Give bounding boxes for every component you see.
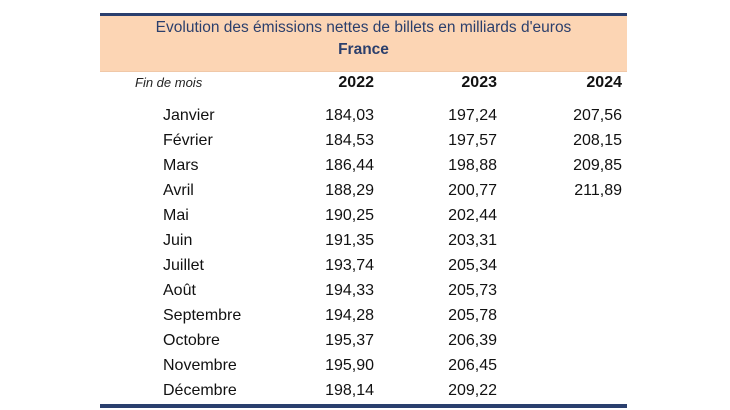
value-cell-2022: 194,28 xyxy=(325,307,374,324)
value-cell-2023: 203,31 xyxy=(448,232,497,249)
value-cell-2024: 209,85 xyxy=(573,157,622,174)
table-row: Juin 191,35 203,31 xyxy=(100,232,627,257)
value-cell-2022: 191,35 xyxy=(325,232,374,249)
value-cell-2023: 202,44 xyxy=(448,207,497,224)
month-cell: Juin xyxy=(163,232,193,249)
column-header-2024: 2024 xyxy=(586,74,622,91)
table-row: Février 184,53 197,57 208,15 xyxy=(100,132,627,157)
month-cell: Janvier xyxy=(163,107,215,124)
banknote-issuance-table: Evolution des émissions nettes de billet… xyxy=(100,13,627,409)
value-cell-2024: 207,56 xyxy=(573,107,622,124)
column-header-2023: 2023 xyxy=(461,74,497,91)
month-cell: Mai xyxy=(163,207,189,224)
value-cell-2022: 184,03 xyxy=(325,107,374,124)
value-cell-2023: 197,57 xyxy=(448,132,497,149)
table-row: Avril 188,29 200,77 211,89 xyxy=(100,182,627,207)
value-cell-2022: 198,14 xyxy=(325,382,374,399)
value-cell-2023: 206,39 xyxy=(448,332,497,349)
value-cell-2024: 208,15 xyxy=(573,132,622,149)
bottom-rule xyxy=(100,404,627,408)
table-subtitle: France xyxy=(338,41,389,58)
month-cell: Avril xyxy=(163,182,194,199)
month-cell: Octobre xyxy=(163,332,220,349)
table-row: Juillet 193,74 205,34 xyxy=(100,257,627,282)
value-cell-2022: 195,37 xyxy=(325,332,374,349)
value-cell-2022: 184,53 xyxy=(325,132,374,149)
value-cell-2024: 211,89 xyxy=(574,182,622,199)
month-cell: Septembre xyxy=(163,307,242,324)
top-rule xyxy=(100,13,627,16)
table-row: Décembre 198,14 209,22 xyxy=(100,382,627,407)
table-row: Septembre 194,28 205,78 xyxy=(100,307,627,332)
value-cell-2023: 197,24 xyxy=(448,107,497,124)
value-cell-2022: 193,74 xyxy=(325,257,374,274)
value-cell-2023: 205,34 xyxy=(448,257,497,274)
value-cell-2022: 190,25 xyxy=(325,207,374,224)
value-cell-2022: 195,90 xyxy=(325,357,374,374)
value-cell-2023: 209,22 xyxy=(448,382,497,399)
table-row: Mars 186,44 198,88 209,85 xyxy=(100,157,627,182)
value-cell-2023: 206,45 xyxy=(448,357,497,374)
value-cell-2022: 194,33 xyxy=(325,282,374,299)
month-cell: Novembre xyxy=(163,357,237,374)
month-cell: Février xyxy=(163,132,213,149)
table-row: Mai 190,25 202,44 xyxy=(100,207,627,232)
value-cell-2023: 198,88 xyxy=(448,157,497,174)
month-cell: Décembre xyxy=(163,382,237,399)
value-cell-2022: 188,29 xyxy=(325,182,374,199)
table-row: Janvier 184,03 197,24 207,56 xyxy=(100,107,627,132)
value-cell-2023: 205,78 xyxy=(448,307,497,324)
column-header-2022: 2022 xyxy=(338,74,374,91)
table-row: Août 194,33 205,73 xyxy=(100,282,627,307)
value-cell-2022: 186,44 xyxy=(325,157,374,174)
value-cell-2023: 200,77 xyxy=(448,182,497,199)
title-band: Evolution des émissions nettes de billet… xyxy=(100,16,627,72)
table-title: Evolution des émissions nettes de billet… xyxy=(155,19,572,36)
table-row: Octobre 195,37 206,39 xyxy=(100,332,627,357)
row-header-label: Fin de mois xyxy=(135,75,203,90)
value-cell-2023: 205,73 xyxy=(448,282,497,299)
month-cell: Août xyxy=(163,282,196,299)
month-cell: Juillet xyxy=(163,257,204,274)
table-row: Novembre 195,90 206,45 xyxy=(100,357,627,382)
month-cell: Mars xyxy=(163,157,199,174)
